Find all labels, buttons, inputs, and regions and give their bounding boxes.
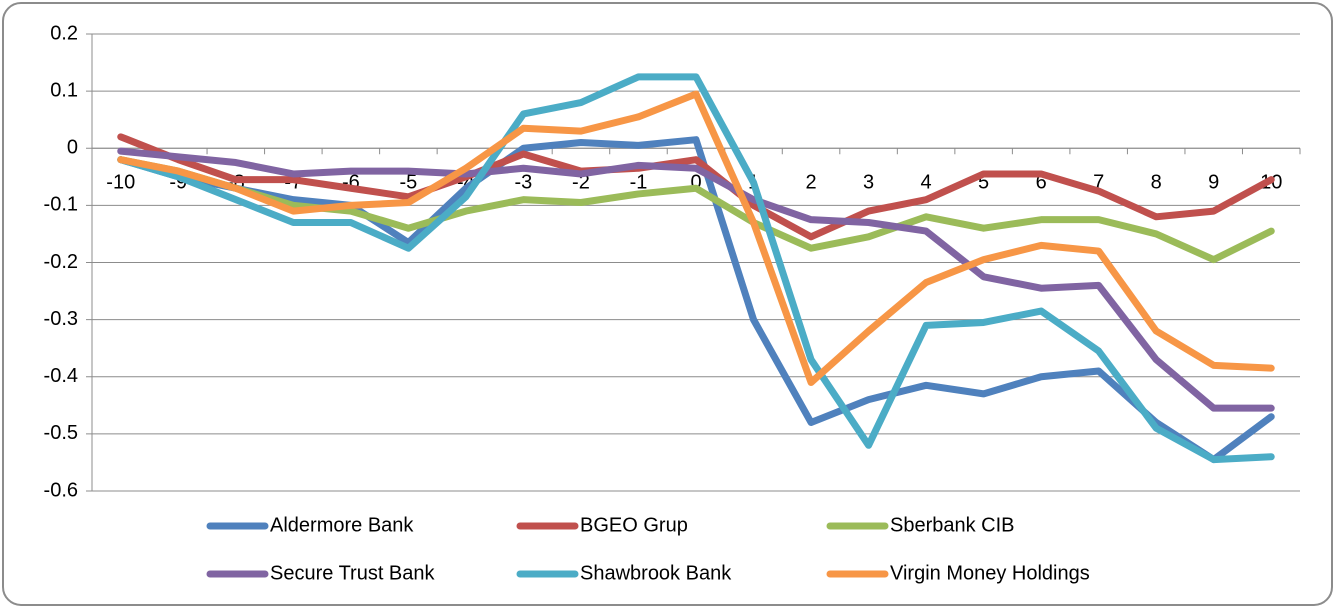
legend-label: Secure Trust Bank — [270, 562, 436, 584]
y-tick-label: 0.1 — [50, 79, 78, 101]
y-tick-label: -0.6 — [44, 479, 78, 501]
y-tick-label: -0.2 — [44, 251, 78, 273]
x-tick-label: 6 — [1036, 172, 1047, 194]
x-tick-label: -5 — [399, 172, 417, 194]
x-tick-label: 3 — [863, 172, 874, 194]
y-tick-label: -0.5 — [44, 422, 78, 444]
x-tick-label: 9 — [1208, 172, 1219, 194]
x-tick-label: 0 — [690, 172, 701, 194]
legend-label: Aldermore Bank — [270, 514, 414, 536]
x-tick-label: 7 — [1093, 172, 1104, 194]
y-tick-label: -0.4 — [44, 365, 78, 387]
series-line — [117, 147, 1275, 412]
series-line — [117, 133, 1275, 241]
y-tick-label: 0.2 — [50, 22, 78, 44]
x-tick-label: 5 — [978, 172, 989, 194]
legend-label: BGEO Grup — [580, 514, 688, 536]
x-tick-label: -10 — [106, 172, 135, 194]
series-line — [117, 90, 1275, 386]
legend-label: Virgin Money Holdings — [890, 562, 1090, 584]
series-line — [117, 73, 1275, 464]
x-tick-label: -3 — [515, 172, 533, 194]
y-tick-label: -0.1 — [44, 194, 78, 216]
x-tick-label: -1 — [630, 172, 648, 194]
y-tick-label: -0.3 — [44, 308, 78, 330]
series-line — [117, 136, 1275, 464]
y-tick-label: 0 — [67, 137, 78, 159]
legend-label: Sberbank CIB — [890, 514, 1015, 536]
x-tick-label: 2 — [805, 172, 816, 194]
legend-label: Shawbrook Bank — [580, 562, 732, 584]
x-tick-label: 8 — [1151, 172, 1162, 194]
x-tick-label: 4 — [921, 172, 932, 194]
